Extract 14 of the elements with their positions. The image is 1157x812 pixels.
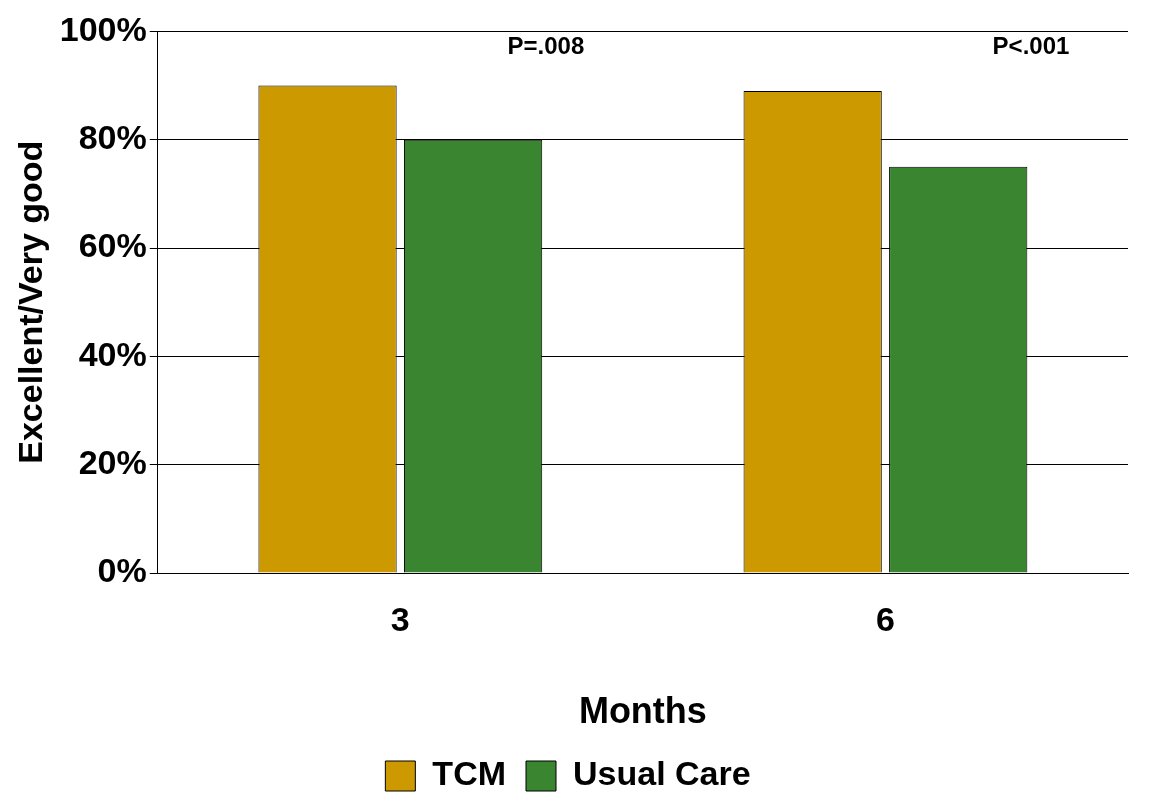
annotation: P=.008	[507, 32, 585, 60]
legend-label: TCM	[432, 754, 507, 793]
x-tick-label: 6	[875, 599, 895, 638]
legend-label: Usual Care	[573, 754, 751, 793]
y-tick-label: 100%	[59, 9, 147, 48]
y-tick-label: 20%	[78, 443, 147, 482]
y-tick-label: 80%	[78, 118, 147, 157]
y-tick-label: 0%	[97, 551, 147, 590]
x-tick-label: 3	[390, 599, 410, 638]
y-tick-label: 40%	[78, 334, 147, 373]
y-tick-label: 60%	[78, 226, 147, 265]
x-axis-title: Months	[578, 690, 707, 732]
annotation: P<.001	[992, 32, 1070, 60]
y-axis-title: Excellent/Very good	[10, 140, 49, 464]
